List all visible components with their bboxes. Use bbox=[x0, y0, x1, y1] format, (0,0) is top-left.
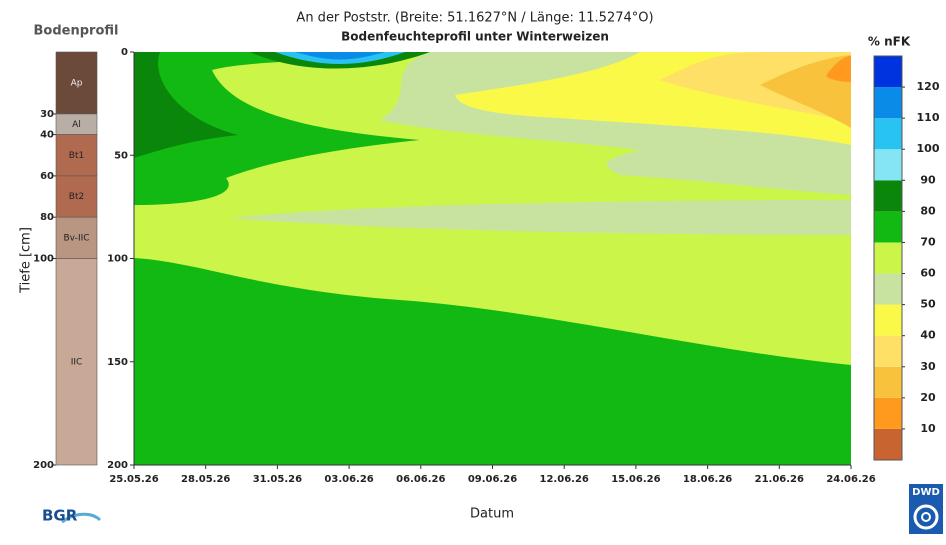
chart-subtitle: Bodenfeuchteprofil unter Winterweizen bbox=[341, 30, 609, 44]
colorbar-tick-label: 30 bbox=[920, 360, 936, 373]
colorbar-bin bbox=[874, 149, 902, 181]
logo-right: DWD bbox=[912, 487, 940, 498]
profile-tick-label: 30 bbox=[40, 109, 54, 120]
colorbar-bin bbox=[874, 56, 902, 88]
profile-tick-label: 200 bbox=[33, 460, 54, 471]
colorbar-bin bbox=[874, 180, 902, 212]
soil-layer bbox=[55, 175, 98, 218]
bgr-logo: BGR bbox=[42, 507, 102, 525]
profile-tick-label: 40 bbox=[40, 130, 54, 141]
soil-layer-label: Ap bbox=[71, 78, 83, 88]
x-tick-label: 06.06.26 bbox=[396, 474, 445, 485]
soil-layer bbox=[55, 134, 98, 177]
colorbar-bin bbox=[874, 242, 902, 274]
colorbar-tick-label: 100 bbox=[917, 142, 940, 155]
soil-layer bbox=[55, 51, 98, 115]
x-tick-label: 28.05.26 bbox=[181, 474, 230, 485]
colorbar-title: % nFK bbox=[868, 35, 911, 49]
soil-layer-label: Al bbox=[72, 120, 81, 130]
y-tick-label: 200 bbox=[107, 460, 128, 471]
colorbar-bin bbox=[874, 87, 902, 119]
colorbar-tick-label: 70 bbox=[920, 235, 936, 248]
x-tick-label: 15.06.26 bbox=[611, 474, 660, 485]
colorbar-tick-label: 90 bbox=[920, 173, 936, 186]
colorbar-tick-label: 50 bbox=[920, 298, 936, 311]
contour-region bbox=[826, 56, 851, 82]
contour-region bbox=[134, 258, 851, 465]
colorbar-bin bbox=[874, 366, 902, 398]
soil-layer bbox=[55, 258, 98, 466]
x-tick-label: 24.06.26 bbox=[826, 474, 875, 485]
colorbar-bin bbox=[874, 428, 902, 460]
dwd-logo: DWD bbox=[909, 484, 943, 534]
colorbar-bin bbox=[874, 273, 902, 305]
colorbar-bin bbox=[874, 211, 902, 243]
colorbar-bin bbox=[874, 118, 902, 150]
soil-layer-label: Bt2 bbox=[69, 192, 84, 202]
soil-layer-label: Bt1 bbox=[69, 151, 84, 161]
colorbar-bin bbox=[874, 335, 902, 367]
x-tick-label: 09.06.26 bbox=[468, 474, 517, 485]
colorbar-tick-label: 10 bbox=[920, 422, 936, 435]
contour-region bbox=[295, 52, 385, 60]
profile-tick-label: 80 bbox=[40, 212, 54, 223]
x-tick-label: 31.05.26 bbox=[253, 474, 302, 485]
x-tick-label: 03.06.26 bbox=[324, 474, 373, 485]
y-tick-label: 50 bbox=[114, 150, 128, 161]
colorbar-bin bbox=[874, 304, 902, 336]
colorbar-frame bbox=[873, 55, 903, 461]
soil-layer-label: IIC bbox=[71, 357, 83, 367]
x-tick-label: 18.06.26 bbox=[683, 474, 732, 485]
y-tick-label: 0 bbox=[121, 47, 128, 58]
chart-title: An der Poststr. (Breite: 51.1627°N / Län… bbox=[296, 11, 653, 26]
y-axis-label: Tiefe [cm] bbox=[19, 227, 34, 294]
contour-region bbox=[134, 52, 238, 158]
y-tick-label: 150 bbox=[107, 357, 128, 368]
colorbar-tick-label: 80 bbox=[920, 204, 936, 217]
profile-tick-label: 60 bbox=[40, 171, 54, 182]
logo-left: BGR bbox=[42, 507, 78, 525]
colorbar-tick-label: 110 bbox=[917, 111, 940, 124]
colorbar-tick-label: 60 bbox=[920, 267, 936, 280]
soil-layer bbox=[55, 216, 98, 259]
colorbar-tick-label: 20 bbox=[920, 391, 936, 404]
soil-layer-label: Bv-IIC bbox=[63, 233, 89, 243]
x-tick-label: 12.06.26 bbox=[540, 474, 589, 485]
profile-tick-label: 100 bbox=[33, 254, 54, 265]
x-tick-label: 25.05.26 bbox=[109, 474, 158, 485]
contour-region bbox=[230, 200, 851, 235]
contour-region bbox=[134, 52, 420, 205]
colorbar-bin bbox=[874, 397, 902, 429]
x-axis-label: Datum bbox=[470, 507, 514, 522]
colorbar-tick-label: 120 bbox=[917, 80, 940, 93]
profile-title: Bodenprofil bbox=[34, 24, 119, 39]
y-tick-label: 100 bbox=[107, 254, 128, 265]
x-tick-label: 21.06.26 bbox=[755, 474, 804, 485]
colorbar-tick-label: 40 bbox=[920, 329, 936, 342]
contour-plot bbox=[134, 52, 851, 465]
